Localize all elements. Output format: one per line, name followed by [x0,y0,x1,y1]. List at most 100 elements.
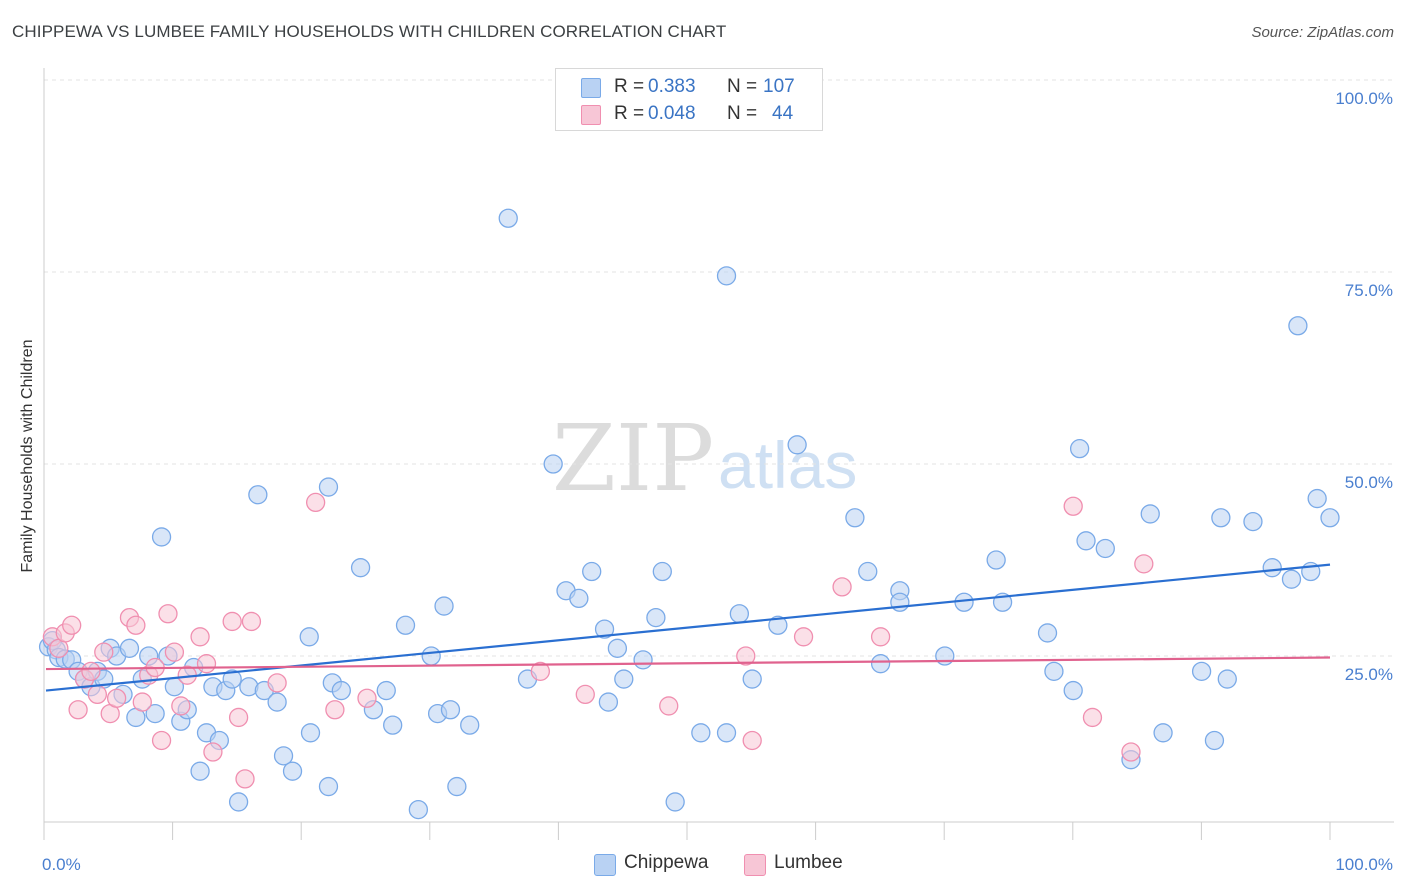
chippewa-point [318,477,339,497]
lumbee-point [530,661,550,682]
chippewa-point [582,561,602,582]
lumbee-point [132,692,152,712]
legend-n-label: N = [727,103,758,124]
legend-n-label: N = [727,76,758,97]
chippewa-point [1211,508,1231,528]
chippewa-point [222,669,242,689]
lumbee-point [832,577,852,597]
chippewa-point [845,508,865,528]
legend-r-value: 0.048 [648,103,696,124]
chippewa-point [282,761,303,781]
chippewa-point [318,776,339,797]
chippewa-point [1076,531,1096,551]
chippewa-point [1140,504,1160,524]
lumbee-point [106,688,127,708]
legend-n-value: 44 [772,103,794,124]
chart-title: CHIPPEWA VS LUMBEE FAMILY HOUSEHOLDS WIT… [12,22,727,41]
chippewa-point [729,604,750,624]
lumbee-point [575,684,595,705]
chippewa-point [1037,623,1058,643]
chippewa-swatch [594,854,616,876]
lumbee-point [94,642,114,662]
lumbee-point [305,492,326,513]
lumbee-point [228,707,249,728]
chippewa-point [151,527,172,547]
tick-labels: 25.0% 50.0% 75.0% 100.0% 0.0% 100.0% [42,89,1393,874]
y-tick-label: 25.0% [1345,665,1393,684]
chippewa-point [331,680,351,701]
lumbee-point [659,696,679,716]
y-tick-label: 50.0% [1345,473,1393,492]
chippewa-point [434,596,454,616]
chippewa-swatch [581,78,601,98]
lumbee-point [870,627,891,647]
chippewa-point [1044,661,1064,682]
lumbee-point [171,696,191,716]
lumbee-point [164,642,185,662]
bottom-legend-label: Chippewa [624,852,709,873]
chippewa-point [119,638,140,658]
chart-source: Source: ZipAtlas.com [1251,24,1394,41]
lumbee-swatch [744,854,766,876]
lumbee-point [1121,742,1141,762]
lumbee-points [42,492,1154,789]
chippewa-point [858,561,878,582]
chippewa-point [447,776,467,797]
chippewa-point [1320,508,1340,528]
chippewa-point [299,627,319,647]
chippewa-point [408,799,429,820]
chippewa-point [742,669,762,689]
lumbee-point [267,673,287,693]
chippewa-point [652,561,672,582]
chippewa-point [870,654,891,674]
lumbee-point [793,627,814,647]
chippewa-point [273,746,294,766]
watermark-zip: ZIP [552,405,714,512]
lumbee-point [736,646,756,666]
chippewa-point [395,615,416,635]
lumbee-point [235,769,255,789]
watermark-atlas: atlas [718,428,857,502]
lumbee-point [87,684,108,705]
chippewa-point [460,715,480,735]
chippewa-point [440,700,461,720]
chippewa-point [935,646,955,666]
chippewa-point [665,792,685,812]
y-tick-label: 100.0% [1335,89,1393,108]
lumbee-trend-line [45,656,1331,671]
chippewa-point [498,208,518,228]
legend-row-chippewa: R = 0.383 N = 107 [556,73,822,101]
bottom-legend: Chippewa Lumbee [0,852,1406,878]
bottom-legend-label: Lumbee [774,852,843,873]
legend: R = 0.383 N = 107 R = 0.048 N = 44 [555,68,823,131]
chippewa-point [267,692,287,712]
chippewa-point [1153,723,1173,743]
lumbee-point [68,700,88,720]
lumbee-point [62,615,82,635]
chippewa-point [614,669,634,689]
chippewa-point [1217,669,1237,689]
chippewa-point [228,792,249,812]
chippewa-point [716,723,737,743]
chippewa-point [376,680,396,701]
chippewa-point [1281,569,1302,589]
chippewa-point [633,650,653,670]
chippewa-trend-line [45,563,1331,692]
lumbee-point [203,742,223,762]
chippewa-point [1243,511,1263,532]
lumbee-point [1063,496,1083,516]
x-tick-label: 100.0% [1335,855,1393,874]
legend-row-lumbee: R = 0.048 N = 44 [556,100,822,128]
chippewa-point [1288,316,1308,336]
chippewa-point [607,638,628,658]
legend-r-label: R = [614,103,645,124]
trend-lines [45,563,1331,692]
lumbee-point [241,611,262,632]
chippewa-point [350,558,371,578]
lumbee-point [158,604,178,624]
chippewa-point [691,723,711,743]
lumbee-point [742,730,762,751]
chippewa-point [594,619,615,639]
legend-r-label: R = [614,76,645,97]
legend-n-value: 107 [763,76,795,97]
